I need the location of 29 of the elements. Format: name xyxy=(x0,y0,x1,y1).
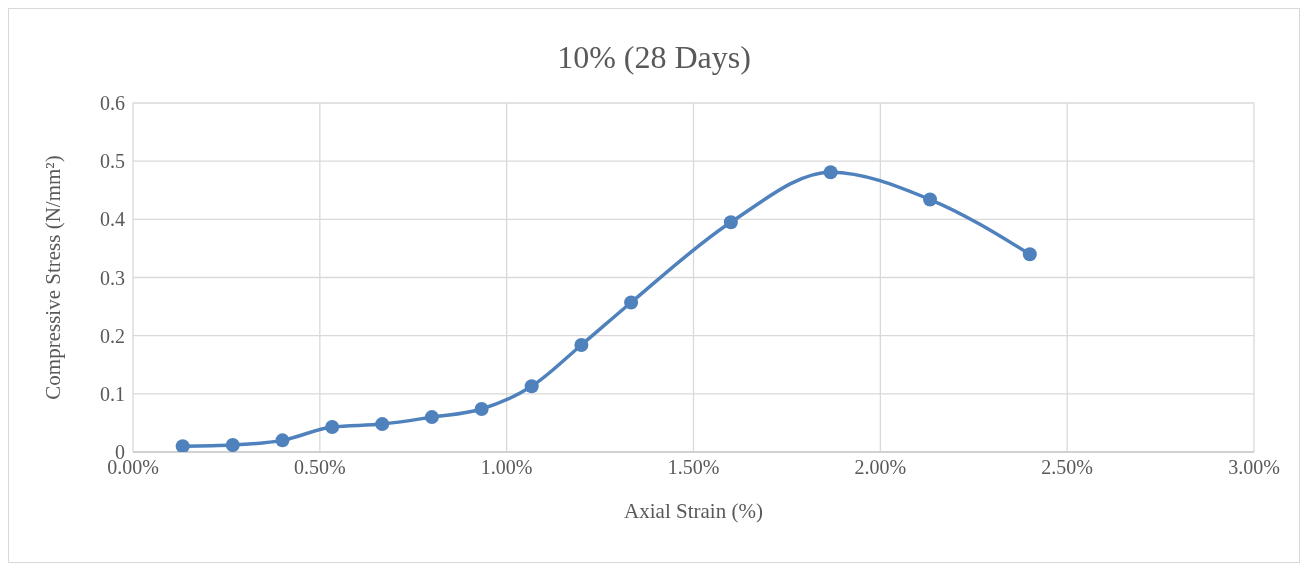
point xyxy=(923,192,938,207)
point xyxy=(823,165,838,180)
x-tick-label: 0.50% xyxy=(294,456,346,479)
point xyxy=(424,410,439,425)
y-tick-label: 0.4 xyxy=(100,208,125,231)
chart-title: 10% (28 Days) xyxy=(556,39,752,76)
point xyxy=(1022,247,1037,262)
point xyxy=(574,337,589,352)
point xyxy=(175,439,190,452)
point xyxy=(225,438,240,452)
y-tick-label: 0.3 xyxy=(100,266,125,289)
x-tick-label: 1.50% xyxy=(667,456,720,479)
x-tick-label: 3.00% xyxy=(1228,456,1280,479)
point xyxy=(375,417,390,432)
point xyxy=(524,379,539,394)
point xyxy=(624,295,639,310)
x-tick-label: 2.50% xyxy=(1041,456,1093,479)
y-tick-label: 0.1 xyxy=(100,382,125,405)
y-tick-label: 0.2 xyxy=(100,324,125,347)
x-tick-label: 1.00% xyxy=(480,456,533,479)
point xyxy=(275,433,290,448)
point xyxy=(723,215,738,230)
x-axis-title: Axial Strain (%) xyxy=(624,499,763,523)
x-tick-label: 2.00% xyxy=(854,456,907,479)
point xyxy=(325,419,340,434)
point xyxy=(474,401,489,416)
y-tick-label: 0.6 xyxy=(100,92,125,115)
y-axis-title: Compressive Stress (N/mm²) xyxy=(41,155,66,400)
y-tick-label: 0.5 xyxy=(100,150,125,173)
